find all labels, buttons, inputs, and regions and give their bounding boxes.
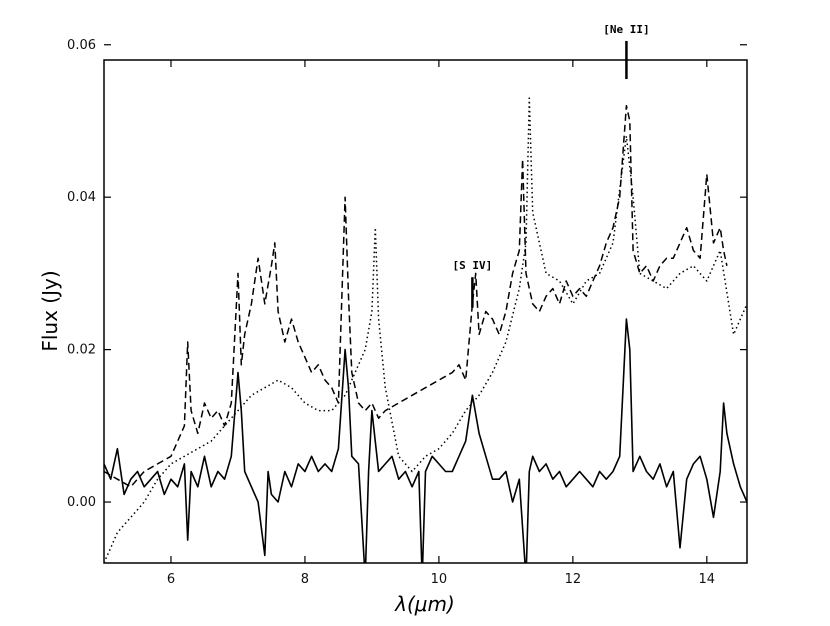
x-tick-label: 10 [431, 572, 448, 587]
x-tick-label: 8 [301, 572, 309, 587]
plot-clip-group [104, 97, 747, 563]
y-axis-title: Flux (Jy) [38, 270, 62, 351]
y-tick-label: 0.06 [67, 38, 96, 53]
y-axis-ticks: 0.00 0.02 0.04 0.06 [67, 38, 747, 510]
series-solid-line [104, 318, 747, 563]
y-tick-label: 0.04 [67, 190, 96, 205]
x-axis-title: λ(μm) [394, 592, 455, 616]
annotation-label: [S IV] [453, 259, 493, 272]
series-layer [104, 97, 747, 563]
plot-frame [103, 59, 748, 564]
annotation-label: [Ne II] [603, 23, 649, 36]
y-tick-label: 0.02 [67, 343, 96, 358]
series-dashed-line [104, 104, 728, 488]
y-tick-label: 0.00 [67, 495, 96, 510]
x-tick-label: 14 [699, 572, 716, 587]
x-axis-ticks: 6 8 10 12 14 [167, 60, 715, 587]
x-tick-label: 12 [565, 572, 582, 587]
x-tick-label: 6 [167, 572, 175, 587]
